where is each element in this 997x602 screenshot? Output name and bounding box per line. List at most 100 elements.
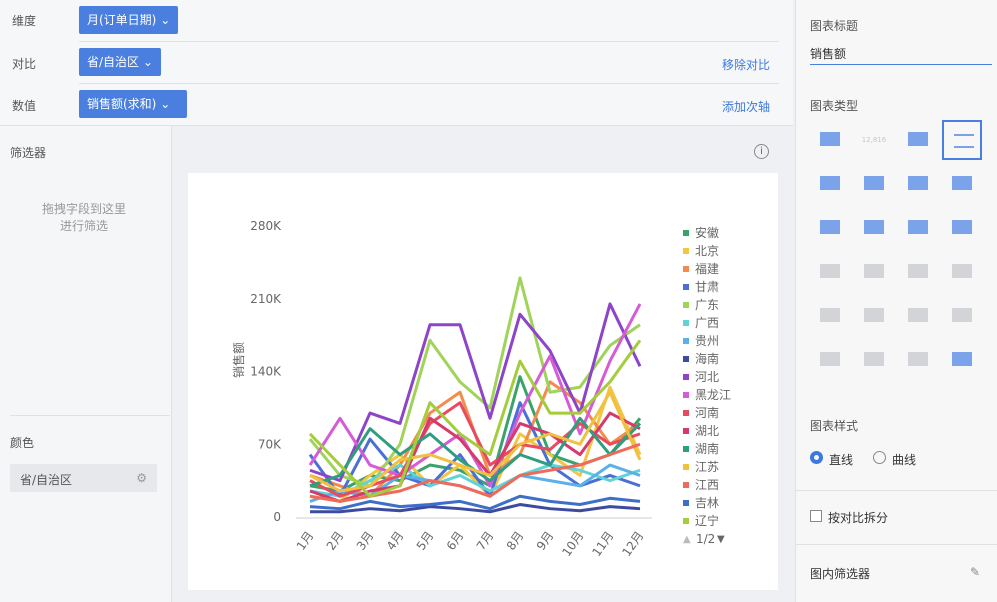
legend-text: 贵州 <box>695 334 719 348</box>
legend-swatch <box>683 446 689 452</box>
x-tick-label: 3月 <box>354 529 377 553</box>
remove-compare[interactable]: 移除对比 <box>722 58 771 72</box>
settings-label: 图表类型 <box>810 99 859 113</box>
chart-type-icon[interactable] <box>942 208 982 248</box>
field-pill[interactable]: 月(订单日期) ⌄ <box>79 6 179 34</box>
chart-type-icon[interactable] <box>942 252 982 292</box>
pill-text: 月(订单日期) <box>87 13 157 27</box>
legend-swatch <box>683 410 689 416</box>
series-line <box>308 303 642 488</box>
icon-glyph <box>864 176 884 190</box>
x-tick-label: 8月 <box>504 529 527 553</box>
chart-type-grid: 12,816 <box>808 120 988 380</box>
chart-type-icon[interactable] <box>942 296 982 336</box>
x-tick-label: 7月 <box>474 529 497 553</box>
chart-type-icon[interactable] <box>898 120 938 160</box>
icon-glyph <box>864 308 884 322</box>
legend-text: 安徽 <box>695 225 719 240</box>
edit-icon[interactable]: ✎ <box>970 565 981 579</box>
row-label: 数值 <box>12 99 37 113</box>
icon-glyph <box>908 176 928 190</box>
legend-swatch <box>683 248 689 254</box>
chart-type-icon[interactable] <box>898 208 938 248</box>
chart-type-icon[interactable] <box>854 296 894 336</box>
x-tick-label: 5月 <box>414 529 437 553</box>
info-icon[interactable]: i <box>754 144 769 159</box>
legend-swatch <box>683 320 689 326</box>
series-line <box>309 442 641 503</box>
chart-type-icon[interactable] <box>810 340 850 380</box>
chart-type-icon[interactable] <box>810 252 850 292</box>
chart-type-icon[interactable] <box>810 164 850 204</box>
x-tick-label: 4月 <box>384 529 407 553</box>
icon-glyph <box>908 264 928 278</box>
series-line <box>308 339 642 498</box>
legend-text: 江西 <box>695 478 719 492</box>
icon-glyph <box>820 220 840 234</box>
chart-type-icon[interactable] <box>898 164 938 204</box>
x-tick-label: 12月 <box>619 529 646 559</box>
legend-swatch <box>683 230 689 236</box>
inner-filter: 图内筛选器 <box>810 567 871 581</box>
radio-curve[interactable] <box>873 451 886 464</box>
radio-line[interactable] <box>810 451 823 464</box>
icon-glyph <box>952 176 972 190</box>
chart-type-icon[interactable] <box>854 340 894 380</box>
icon-glyph <box>864 220 884 234</box>
y-axis-label: 销售额 <box>231 342 246 378</box>
icon-glyph <box>864 352 884 366</box>
series-line <box>309 494 641 511</box>
chart-type-icon[interactable] <box>942 340 982 380</box>
legend-next: ▼ <box>717 534 725 545</box>
field-pill[interactable]: 省/自治区 ⌄ <box>79 48 161 76</box>
divider <box>79 41 779 42</box>
icon-glyph <box>820 264 840 278</box>
settings-label: 图表标题 <box>810 19 859 33</box>
legend-prev: ▲ <box>683 534 691 545</box>
legend-swatch <box>683 500 689 506</box>
icon-glyph <box>908 132 928 146</box>
legend-text: 河南 <box>695 405 719 420</box>
field-pill[interactable]: 销售额(求和) ⌄ <box>79 90 187 118</box>
color-field-text: 省/自治区 <box>20 473 73 487</box>
divider <box>10 415 170 416</box>
y-tick-label: 0 <box>273 510 281 524</box>
radio-text: 直线 <box>829 453 854 467</box>
chart-type-icon[interactable]: 12,816 <box>854 120 894 160</box>
chart-type-icon[interactable] <box>898 296 938 336</box>
chart-type-icon[interactable] <box>854 208 894 248</box>
legend-swatch <box>683 392 689 398</box>
legend-text: 河北 <box>695 370 719 384</box>
chart-type-icon[interactable] <box>810 120 850 160</box>
chart-type-icon[interactable] <box>942 120 982 160</box>
legend-swatch <box>683 374 689 380</box>
checkbox-text: 按对比拆分 <box>828 511 889 525</box>
series-line <box>309 385 642 503</box>
chart-type-icon[interactable] <box>854 252 894 292</box>
divider <box>79 83 779 84</box>
title-input[interactable]: 销售额 <box>810 45 992 65</box>
settings-label: 图表样式 <box>810 419 859 433</box>
icon-glyph <box>952 220 972 234</box>
legend-swatch <box>683 518 689 524</box>
chart-type-icon[interactable] <box>810 296 850 336</box>
divider <box>795 544 997 545</box>
chart-type-icon[interactable] <box>854 164 894 204</box>
legend-swatch <box>683 266 689 272</box>
chart-type-icon[interactable] <box>810 208 850 248</box>
chart-type-icon[interactable] <box>942 164 982 204</box>
color-field[interactable]: 省/自治区 ⚙ <box>10 464 157 492</box>
add-axis[interactable]: 添加次轴 <box>722 100 771 114</box>
legend-text: 福建 <box>695 261 719 276</box>
chart-type-icon[interactable] <box>898 340 938 380</box>
legend-swatch <box>683 482 689 488</box>
chart: 销售额 0 70K 140K 210K 280K 1月 2月 3月 4月 5月 6月 7月 8月 9月 10… <box>188 173 778 590</box>
radio-text: 曲线 <box>892 453 917 467</box>
legend-text: 江苏 <box>695 460 719 474</box>
chart-type-icon[interactable] <box>898 252 938 292</box>
checkbox[interactable] <box>810 510 822 522</box>
filter-hint: 拖拽字段到这里 <box>41 202 126 216</box>
divider <box>0 125 793 126</box>
y-tick-label: 70K <box>258 437 282 451</box>
